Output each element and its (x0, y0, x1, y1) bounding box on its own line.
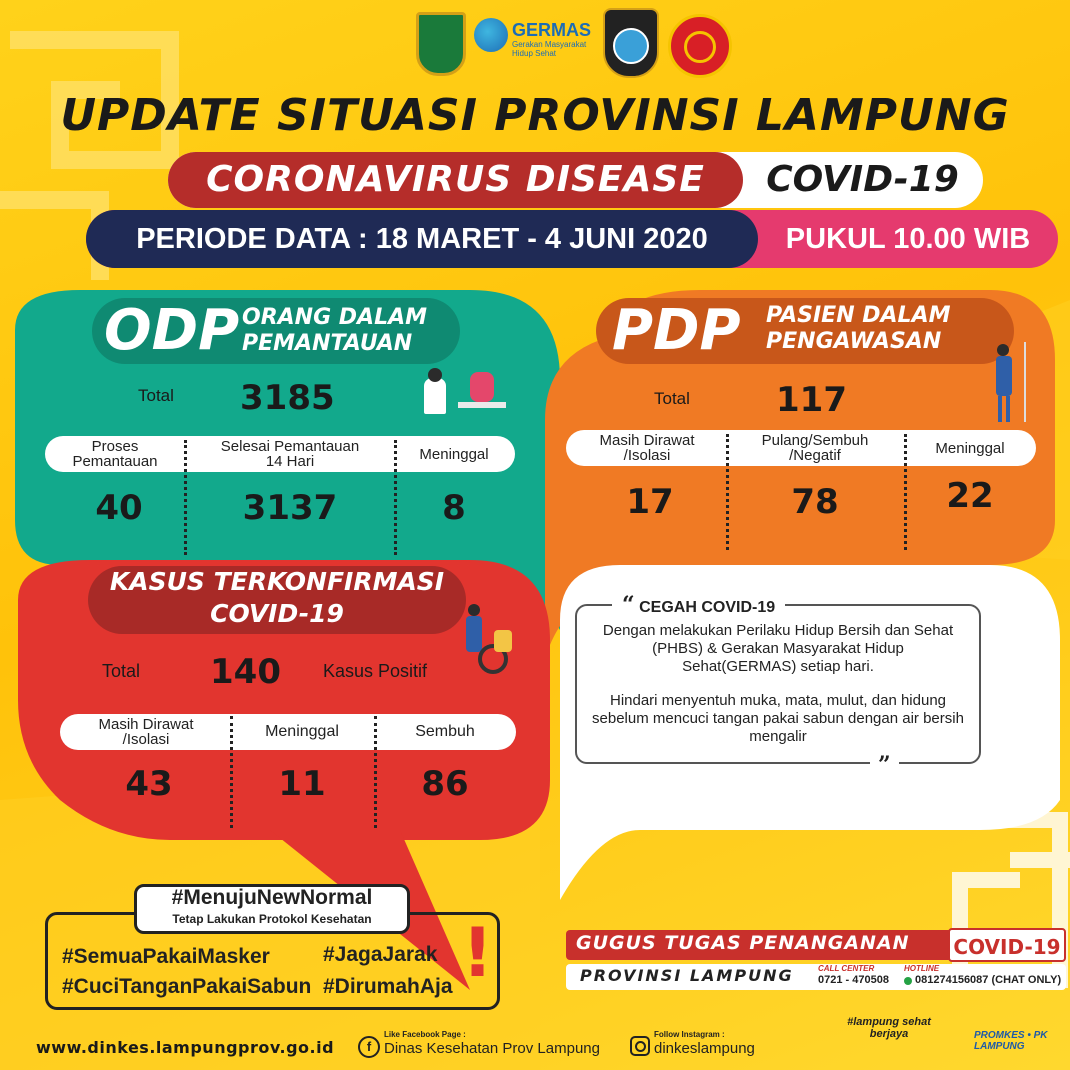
odp-total-value: 3185 (240, 378, 335, 418)
pdp-col-2: Pulang/Sembuh /Negatif (761, 432, 869, 464)
whatsapp-icon (904, 977, 912, 985)
germas-label: GERMAS (512, 20, 592, 40)
pdp-col-1: Masih Dirawat /Isolasi (599, 432, 695, 464)
confirmed-heading-bg (88, 566, 466, 634)
campaign-headline: #MenujuNewNormal (171, 886, 373, 909)
call-center-number: 0721 - 470508 (818, 974, 889, 986)
odp-heading-bg (92, 298, 460, 364)
confirmed-total-value: 140 (210, 652, 281, 692)
odp-value-1: 40 (95, 488, 143, 528)
campaign-tag-1: #SemuaPakaiMasker (62, 945, 270, 968)
subtitle-left: CORONAVIRUS DISEASE (168, 152, 743, 208)
lampung-sehat-badge: #lampung sehat berjaya (847, 1016, 931, 1040)
pdp-full-line2: PENGAWASAN (766, 329, 942, 354)
task-force-line1-bg (566, 930, 952, 960)
confirmed-divider-2 (374, 716, 377, 828)
odp-divider-1 (184, 440, 187, 555)
pdp-heading-bg (596, 298, 1014, 364)
prevention-title-wrap: “ CEGAH COVID-19 (612, 592, 786, 618)
odp-col-2: Selesai Pemantauan 14 Hari (220, 438, 360, 470)
pdp-col-3: Meninggal (935, 440, 1005, 457)
confirmed-title-line1: KASUS TERKONFIRMASI (109, 567, 445, 596)
campaign-subline: Tetap Lakukan Protokol Kesehatan (172, 912, 372, 926)
call-center-label: CALL CENTER (818, 964, 875, 973)
pdp-divider-1 (726, 434, 729, 550)
germas-sub: Gerakan Masyarakat Hidup Sehat (512, 40, 587, 58)
facebook-icon: f (358, 1036, 380, 1058)
instagram-caption: Follow Instagram : (654, 1030, 725, 1039)
odp-abbr: ODP (104, 298, 240, 363)
pdp-header-pill (566, 430, 1036, 466)
military-emblem-icon (668, 14, 732, 78)
odp-header-pill (45, 436, 515, 472)
pdp-total-label: Total (654, 389, 690, 408)
confirmed-col-2: Meninggal (265, 723, 339, 740)
confirmed-col-1: Masih Dirawat /Isolasi (98, 716, 194, 748)
prevention-title: CEGAH COVID-19 (639, 599, 776, 616)
prevention-para2: Hindari menyentuh muka, mata, mulut, dan… (592, 692, 964, 745)
pdp-total-value: 117 (776, 380, 847, 420)
facebook-caption: Like Facebook Page : (384, 1030, 466, 1039)
lampung-province-emblem-icon (416, 12, 466, 76)
pdp-value-1: 17 (626, 482, 674, 522)
confirmed-header-pill (60, 714, 516, 750)
page-title: UPDATE SITUASI PROVINSI LAMPUNG (60, 90, 1010, 141)
task-force-line2: PROVINSI LAMPUNG (580, 966, 794, 985)
odp-col-3: Meninggal (419, 446, 489, 463)
pdp-value-2: 78 (791, 482, 839, 522)
website-link[interactable]: www.dinkes.lampungprov.go.id (36, 1038, 335, 1057)
instagram-link[interactable]: dinkeslampung (654, 1040, 755, 1057)
prevention-para1: Dengan melakukan Perilaku Hidup Bersih d… (602, 622, 954, 675)
hotline-label: HOTLINE (904, 964, 940, 973)
confirmed-value-1: 43 (125, 764, 173, 804)
odp-full-line2: PEMANTAUAN (242, 331, 413, 356)
lampung-police-emblem-icon (603, 8, 659, 78)
campaign-tag-3: #CuciTanganPakaiSabun (62, 975, 312, 998)
hotline-number: 081274156087 (CHAT ONLY) (915, 974, 1062, 986)
pdp-value-3: 22 (946, 476, 994, 516)
confirmed-total-label: Total (102, 661, 141, 681)
open-quote-icon: “ (622, 592, 635, 618)
campaign-headline-box (134, 884, 410, 934)
instagram-icon (630, 1036, 650, 1056)
odp-divider-2 (394, 440, 397, 555)
confirmed-divider-1 (230, 716, 233, 828)
exclamation-mark: ! (462, 914, 494, 993)
odp-total-label: Total (138, 386, 174, 405)
odp-col-1: Proses Pemantauan (72, 438, 158, 470)
germas-logo-icon (474, 18, 508, 52)
confirmed-value-2: 11 (278, 764, 326, 804)
period-text: PERIODE DATA : 18 MARET - 4 JUNI 2020 (86, 210, 758, 268)
wheelchair-icon (464, 604, 520, 680)
time-text: PUKUL 10.00 WIB (785, 223, 1031, 255)
promkes-logo: PROMKES • PK LAMPUNG (974, 1030, 1048, 1052)
task-force-line1: GUGUS TUGAS PENANGANAN (576, 932, 910, 954)
subtitle-right: COVID-19 (766, 159, 959, 200)
confirmed-title-line2: COVID-19 (210, 599, 344, 628)
campaign-tag-4: #DirumahAja (323, 975, 453, 998)
pdp-abbr: PDP (612, 298, 741, 363)
confirmed-value-3: 86 (421, 764, 469, 804)
iv-patient-icon (992, 342, 1036, 424)
facebook-page-link[interactable]: Dinas Kesehatan Prov Lampung (384, 1040, 600, 1057)
task-force-line2-bg (566, 964, 1066, 990)
pdp-full-line1: PASIEN DALAM (766, 303, 951, 328)
odp-full-line1: ORANG DALAM (242, 305, 428, 330)
doctor-patient-icon (420, 368, 508, 420)
odp-value-2: 3137 (242, 488, 338, 528)
confirmed-positive-label: Kasus Positif (323, 661, 428, 681)
odp-value-3: 8 (442, 488, 466, 528)
confirmed-col-3: Sembuh (415, 723, 475, 740)
pdp-divider-2 (904, 434, 907, 550)
close-quote-icon: ” (870, 752, 899, 778)
campaign-tag-2: #JagaJarak (323, 943, 438, 966)
task-force-badge: COVID-19 (948, 928, 1066, 962)
